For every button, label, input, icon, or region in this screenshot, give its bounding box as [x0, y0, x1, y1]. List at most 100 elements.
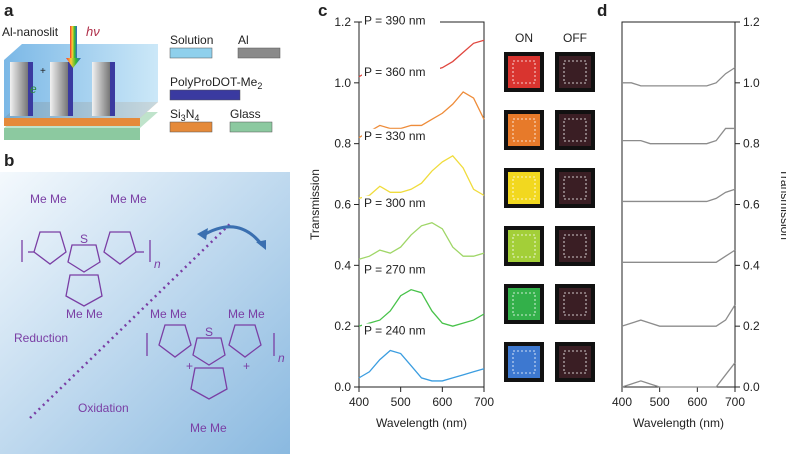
- y-tick-label: 1.0: [334, 76, 351, 90]
- series-label: P = 270 nm: [364, 263, 426, 277]
- methyl-label: Me Me: [30, 192, 67, 206]
- panel-background: [0, 172, 290, 454]
- x-tick-label: 400: [349, 395, 369, 409]
- legend-label: Glass: [230, 107, 261, 121]
- reduction-label: Reduction: [14, 331, 68, 345]
- panel-label: c: [318, 1, 327, 20]
- legend-swatch: [237, 47, 281, 59]
- swatch-outline: [512, 350, 536, 374]
- series-line: [621, 304, 736, 327]
- legend-swatch: [169, 121, 213, 133]
- y-tick-label: 1.2: [743, 15, 760, 29]
- swatch-outline: [512, 60, 536, 84]
- methyl-label: Me Me: [66, 307, 103, 321]
- y-tick-label: 0.8: [334, 137, 351, 151]
- x-tick-label: 500: [650, 395, 670, 409]
- swatch-outline: [512, 176, 536, 200]
- y-tick-label: 0.2: [743, 319, 760, 333]
- x-axis-label: Wavelength (nm): [376, 416, 467, 430]
- x-tick-label: 400: [612, 395, 632, 409]
- swatch-outline: [512, 292, 536, 316]
- swatch-outline: [563, 60, 587, 84]
- series-label: P = 360 nm: [364, 65, 426, 79]
- x-tick-label: 600: [687, 395, 707, 409]
- legend-text: Solution: [170, 33, 213, 47]
- methyl-label: Me Me: [228, 307, 265, 321]
- series-line: [622, 249, 736, 263]
- x-tick-label: 700: [725, 395, 745, 409]
- series-line: [358, 349, 485, 382]
- swatch-outline: [563, 292, 587, 316]
- charge-label: +: [186, 359, 193, 373]
- y-tick-label: 1.0: [743, 76, 760, 90]
- swatch-outline: [563, 350, 587, 374]
- hole-label: +: [40, 66, 46, 77]
- charge-label: +: [243, 359, 250, 373]
- x-tick-label: 600: [432, 395, 452, 409]
- y-axis-label: Transmission: [778, 169, 786, 240]
- legend-swatch: [229, 121, 273, 133]
- y-tick-label: 1.2: [334, 15, 351, 29]
- repeat-label: n: [154, 257, 161, 271]
- legend-label: Al: [238, 33, 249, 47]
- y-tick-label: 0.0: [743, 380, 760, 394]
- y-tick-label: 0.6: [334, 198, 351, 212]
- y-tick-label: 0.4: [743, 258, 760, 272]
- x-tick-label: 700: [474, 395, 494, 409]
- methyl-label: Me Me: [150, 307, 187, 321]
- plot-frame: [621, 21, 736, 388]
- legend-text: Si: [170, 107, 181, 121]
- label-bg: [362, 64, 440, 80]
- slit-label: Al-nanoslit: [2, 25, 59, 39]
- label-bg: [362, 13, 440, 29]
- legend-label: Si3N4: [170, 107, 199, 123]
- y-tick-label: 0.0: [334, 380, 351, 394]
- x-tick-label: 500: [391, 395, 411, 409]
- label-bg: [362, 262, 440, 278]
- reversible-arrow: [201, 225, 264, 246]
- legend-text: N: [186, 107, 195, 121]
- legend-text: 2: [257, 81, 262, 91]
- series-line: [358, 154, 485, 200]
- sulfur-label: S: [205, 325, 213, 339]
- repeat-label: n: [278, 351, 285, 365]
- y-tick-label: 0.8: [743, 137, 760, 151]
- panel-label: b: [4, 151, 14, 170]
- sulfur-label: S: [80, 232, 88, 246]
- electron-label: e: [30, 82, 37, 96]
- legend-text: Al: [238, 33, 249, 47]
- color-swatches: [504, 52, 595, 382]
- series-line: [358, 91, 485, 139]
- series-line: [358, 222, 485, 260]
- legend-text: PolyProDOT-Me: [170, 75, 258, 89]
- y-tick-label: 0.6: [743, 198, 760, 212]
- series-line: [622, 127, 735, 145]
- legend-label: Solution: [170, 33, 213, 47]
- series-line: [621, 362, 736, 388]
- label-bg: [362, 195, 440, 211]
- methyl-label: Me Me: [190, 421, 227, 435]
- panel-label: d: [597, 1, 607, 20]
- series-line: [622, 188, 736, 203]
- series-label: P = 300 nm: [364, 196, 426, 210]
- x-axis-label: Wavelength (nm): [633, 416, 724, 430]
- series-label: P = 390 nm: [364, 13, 426, 27]
- on-label: ON: [515, 31, 533, 45]
- methyl-label: Me Me: [110, 192, 147, 206]
- y-tick-label: 0.4: [334, 258, 351, 272]
- legend-swatch: [169, 89, 241, 101]
- chemical-structures: [21, 221, 275, 419]
- y-axis-label: Transmission: [308, 169, 322, 240]
- arrow-head: [197, 228, 208, 240]
- swatch-outline: [512, 118, 536, 142]
- oxidation-label: Oxidation: [78, 401, 129, 415]
- label-bg: [362, 128, 440, 144]
- arrow-head: [256, 240, 266, 250]
- panel-label: a: [4, 1, 14, 20]
- swatch-outline: [512, 234, 536, 258]
- legend-label: PolyProDOT-Me2: [170, 75, 262, 91]
- series-label: P = 240 nm: [364, 324, 426, 338]
- swatch-outline: [563, 118, 587, 142]
- device-diagram: [4, 26, 158, 140]
